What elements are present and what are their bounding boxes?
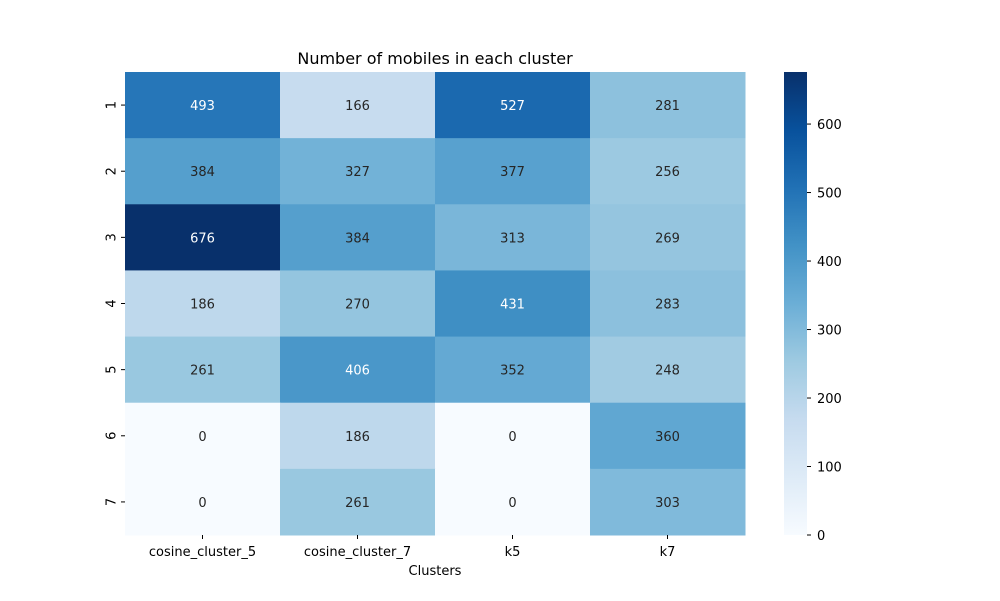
colorbar-gradient: [784, 72, 807, 535]
colorbar-tick-label: 100: [817, 461, 842, 476]
y-axis-ticks: 1 2 3 4 5 6 7: [105, 101, 125, 506]
heatmap-cell-label: 676: [190, 231, 215, 246]
colorbar-tick-label: 300: [817, 324, 842, 339]
heatmap-cell: [125, 138, 281, 205]
y-tick-label: 5: [105, 366, 120, 374]
heatmap-cell: [435, 138, 591, 205]
heatmap-cell: [280, 402, 436, 470]
heatmap-cell: [280, 72, 436, 139]
heatmap-cell: [590, 468, 746, 536]
heatmap-cell-label: 256: [655, 165, 680, 180]
chart-title: Number of mobiles in each cluster: [297, 49, 573, 68]
heatmap-cell-label: 269: [655, 231, 680, 246]
heatmap-cell: [125, 270, 281, 338]
x-tick-label: k5: [505, 545, 521, 560]
heatmap-cell-label: 0: [198, 496, 206, 511]
heatmap-cell-label: 406: [345, 364, 370, 379]
heatmap-cell: [590, 204, 746, 271]
heatmap-cell-label: 0: [508, 496, 516, 511]
heatmap-cell-label: 493: [190, 99, 215, 114]
heatmap-cell-label: 261: [190, 364, 215, 379]
colorbar: 0 100 200 300 400 500 600: [784, 72, 842, 544]
heatmap-cell: [590, 402, 746, 470]
x-tick-label: cosine_cluster_5: [149, 545, 256, 560]
heatmap-cell: [125, 468, 281, 536]
heatmap-cell-label: 303: [655, 496, 680, 511]
x-tick-label: k7: [660, 545, 676, 560]
heatmap-cell-label: 261: [345, 496, 370, 511]
colorbar-tick-label: 400: [817, 255, 842, 270]
heatmap-cell: [590, 336, 746, 404]
y-tick-label: 2: [105, 167, 120, 175]
heatmap-cell: [280, 468, 436, 536]
heatmap-cell-label: 360: [655, 430, 680, 445]
heatmap-cell: [125, 336, 281, 404]
y-tick-label: 1: [105, 101, 120, 109]
heatmap-cell-label: 352: [500, 364, 525, 379]
heatmap-cell-label: 0: [198, 430, 206, 445]
heatmap-cell-label: 186: [190, 298, 215, 313]
heatmap-cell-label: 270: [345, 298, 370, 313]
y-tick-label: 7: [105, 498, 120, 506]
y-tick-label: 6: [105, 432, 120, 440]
heatmap-cells: [125, 72, 746, 536]
heatmap-cell: [125, 204, 281, 271]
heatmap-cell-label: 377: [500, 165, 525, 180]
heatmap-cell: [435, 72, 591, 139]
colorbar-tick-label: 600: [817, 118, 842, 133]
heatmap-cell-label: 327: [345, 165, 370, 180]
heatmap-cell: [280, 204, 436, 271]
colorbar-tick-label: 500: [817, 187, 842, 202]
colorbar-tick-label: 200: [817, 392, 842, 407]
heatmap-cell-label: 283: [655, 298, 680, 313]
heatmap-cell-label: 166: [345, 99, 370, 114]
colorbar-tick-label: 0: [817, 529, 825, 544]
heatmap-cell: [435, 204, 591, 271]
heatmap-cell: [125, 402, 281, 470]
heatmap-cell: [590, 72, 746, 139]
y-tick-label: 4: [105, 299, 120, 307]
heatmap-cell: [435, 336, 591, 404]
heatmap-cell: [280, 138, 436, 205]
heatmap-cell-label: 281: [655, 99, 680, 114]
heatmap-cell: [435, 402, 591, 470]
heatmap-cell-label: 384: [345, 231, 370, 246]
heatmap-cell-label: 186: [345, 430, 370, 445]
heatmap-cell: [435, 468, 591, 536]
heatmap-cell: [280, 270, 436, 338]
heatmap-cell-label: 527: [500, 99, 525, 114]
heatmap-cell-label: 0: [508, 430, 516, 445]
heatmap-cell-label: 313: [500, 231, 525, 246]
x-tick-label: cosine_cluster_7: [304, 545, 411, 560]
x-axis-label: Clusters: [409, 564, 462, 579]
x-axis-ticks: cosine_cluster_5 cosine_cluster_7 k5 k7: [149, 535, 676, 560]
y-tick-label: 3: [105, 233, 120, 241]
heatmap-cell: [435, 270, 591, 338]
heatmap-cell: [590, 270, 746, 338]
heatmap-cell-label: 431: [500, 298, 525, 313]
heatmap-cell-label: 384: [190, 165, 215, 180]
heatmap-cell: [590, 138, 746, 205]
heatmap-cell: [125, 72, 281, 139]
colorbar-ticks: 0 100 200 300 400 500 600: [807, 118, 842, 544]
heatmap-cell-label: 248: [655, 364, 680, 379]
heatmap-cell: [280, 336, 436, 404]
heatmap-cell-labels: 493 166 527 281 384 327 377 256 676 384 313 269 186 2…: [190, 99, 680, 511]
